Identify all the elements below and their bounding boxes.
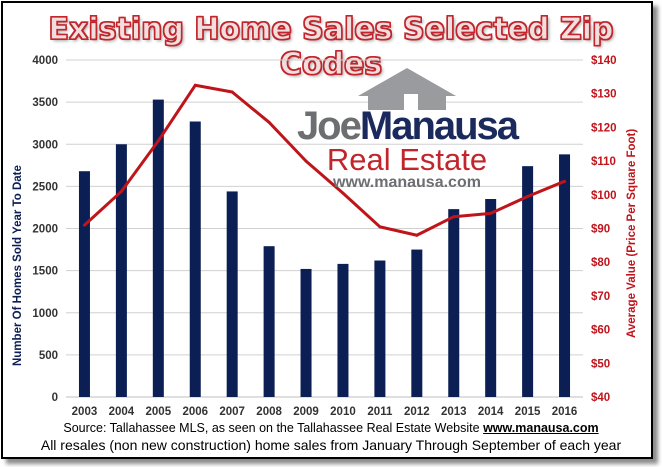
y-tick-label-left: 3500 (32, 97, 58, 109)
x-tick-label: 2006 (182, 406, 208, 418)
bar (485, 199, 497, 397)
y-tick-label-left: 3000 (32, 139, 58, 151)
price-point (304, 159, 308, 163)
price-point (156, 139, 160, 143)
y-tick-label-right: $80 (591, 257, 610, 269)
x-tick-label: 2014 (478, 406, 504, 418)
price-line (83, 83, 566, 237)
y-tick-label-right: $90 (591, 224, 610, 236)
y-tick-label-left: 4000 (32, 55, 58, 67)
y-tick-label-right: $70 (591, 291, 610, 303)
source-text: Source: Tallahassee MLS, as seen on the … (63, 421, 480, 435)
price-point (452, 215, 456, 219)
x-tick-label: 2003 (72, 406, 98, 418)
price-point (563, 179, 567, 183)
y-tick-label-left: 2000 (32, 224, 58, 236)
bar (189, 121, 201, 397)
bar (263, 246, 275, 397)
y-tick-label-right: $60 (591, 325, 610, 337)
x-tick-label: 2011 (367, 406, 393, 418)
logo-joe: Joe (296, 104, 362, 148)
price-point (230, 90, 234, 94)
bar (411, 249, 423, 397)
bar (522, 166, 534, 397)
y-tick-label-right: $120 (591, 122, 617, 134)
y-tick-label-right: $50 (591, 358, 610, 370)
price-point (415, 233, 419, 237)
y-tick-label-right: $100 (591, 190, 617, 202)
logo-manausa: Manausa (359, 104, 519, 148)
price-point (341, 191, 345, 195)
x-tick-label: 2012 (404, 406, 430, 418)
bar (152, 99, 164, 397)
brand-logo: JoeManausa Real Estate www.manausa.com (292, 66, 522, 191)
price-point (489, 211, 493, 215)
x-tick-label: 2013 (441, 406, 467, 418)
price-point (526, 194, 530, 198)
price-point (82, 223, 86, 227)
x-tick-label: 2015 (515, 406, 541, 418)
x-tick-label: 2007 (219, 406, 245, 418)
source-url: www.manausa.com (483, 421, 599, 435)
bar (337, 263, 349, 397)
logo-url: www.manausa.com (333, 174, 481, 191)
price-point (378, 225, 382, 229)
y-tick-label-right: $140 (591, 55, 617, 67)
bar (559, 154, 571, 397)
y-tick-label-right: $110 (591, 156, 616, 168)
x-tick-label: 2016 (552, 406, 578, 418)
y-tick-label-right: $130 (591, 89, 617, 101)
price-point (193, 83, 197, 87)
house-icon (358, 68, 456, 110)
bar (448, 209, 460, 397)
chart-frame (1, 1, 653, 459)
bar (226, 191, 238, 397)
price-point (119, 189, 123, 193)
y-tick-label-left: 1000 (32, 308, 58, 320)
source-line: Source: Tallahassee MLS, as seen on the … (0, 421, 662, 435)
y-axis-left-label: Number Of Homes Sold Year To Date (12, 165, 24, 366)
footnote: All resales (non new construction) home … (40, 437, 622, 453)
y-tick-label-left: 500 (39, 350, 58, 362)
logo-real-estate: Real Estate (326, 142, 488, 177)
y-tick-label-right: $40 (591, 392, 610, 404)
chart-title: Existing Home Sales Selected Zip Codes (48, 11, 614, 82)
x-tick-label: 2005 (146, 406, 172, 418)
x-tick-label: 2008 (256, 406, 282, 418)
price-point (267, 120, 271, 124)
y-tick-label-left: 0 (52, 392, 58, 404)
bar (374, 260, 386, 397)
bar (115, 144, 127, 397)
bar (78, 171, 90, 397)
logo-wordmark: JoeManausa (292, 106, 522, 146)
y-axis-right-label: Average Value (Price Per Square Foot) (626, 128, 638, 338)
bar (300, 268, 312, 397)
x-tick-label: 2004 (109, 406, 135, 418)
y-tick-label-left: 1500 (32, 266, 58, 278)
x-tick-label: 2009 (293, 406, 319, 418)
y-tick-label-left: 2500 (32, 181, 58, 193)
x-tick-label: 2010 (330, 406, 356, 418)
